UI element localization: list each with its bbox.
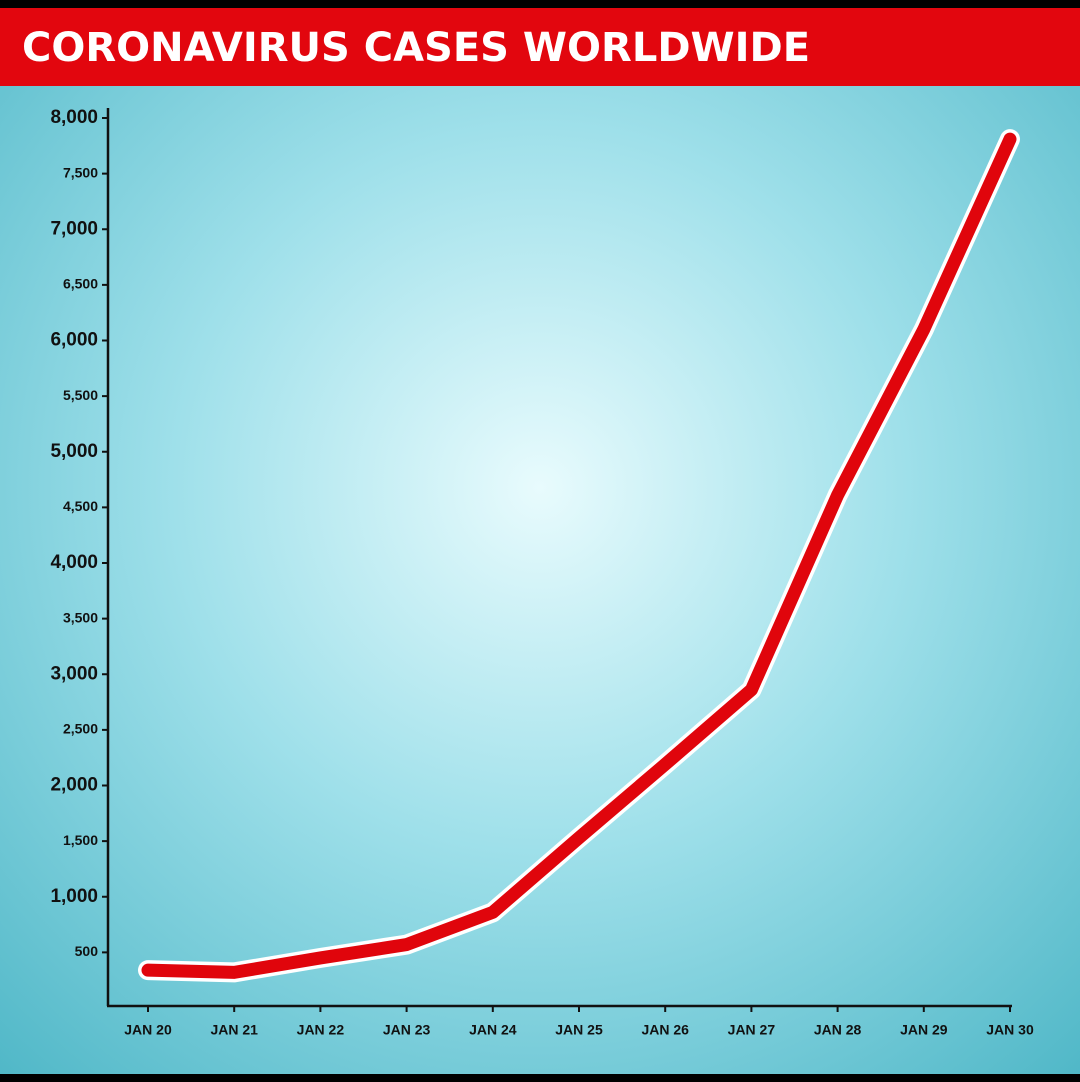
x-tick-label: JAN 23	[383, 1022, 431, 1038]
y-tick-label: 6,000	[50, 330, 98, 351]
y-tick-label: 8,000	[50, 107, 98, 128]
y-tick-label: 1,500	[63, 832, 98, 848]
y-tick-label: 2,500	[63, 721, 98, 737]
x-tick-label: JAN 25	[555, 1022, 603, 1038]
background	[0, 8, 1080, 1074]
x-tick-label: JAN 24	[469, 1022, 517, 1038]
y-tick-label: 5,000	[50, 441, 98, 462]
y-tick-label: 3,500	[63, 609, 98, 625]
x-tick-label: JAN 30	[986, 1022, 1034, 1038]
chart-title: CORONAVIRUS CASES WORLDWIDE	[22, 25, 810, 71]
x-tick-label: JAN 29	[900, 1022, 948, 1038]
y-tick-label: 7,500	[63, 164, 98, 180]
x-tick-label: JAN 21	[210, 1022, 258, 1038]
y-tick-label: 4,000	[50, 552, 98, 573]
x-tick-label: JAN 26	[641, 1022, 689, 1038]
title-bar	[0, 8, 1080, 86]
y-tick-label: 2,000	[50, 775, 98, 796]
x-tick-label: JAN 22	[297, 1022, 345, 1038]
y-tick-label: 6,500	[63, 276, 98, 292]
x-tick-label: JAN 27	[728, 1022, 776, 1038]
x-tick-label: JAN 20	[124, 1022, 172, 1038]
y-tick-label: 4,500	[63, 498, 98, 514]
line	[141, 132, 1017, 979]
y-tick-label: 5,500	[63, 387, 98, 403]
y-tick-label: 7,000	[50, 218, 98, 239]
y-tick-label: 1,000	[50, 886, 98, 907]
y-tick-label: 3,000	[50, 663, 98, 684]
x-tick-label: JAN 28	[814, 1022, 862, 1038]
y-tick-label: 500	[75, 943, 99, 959]
